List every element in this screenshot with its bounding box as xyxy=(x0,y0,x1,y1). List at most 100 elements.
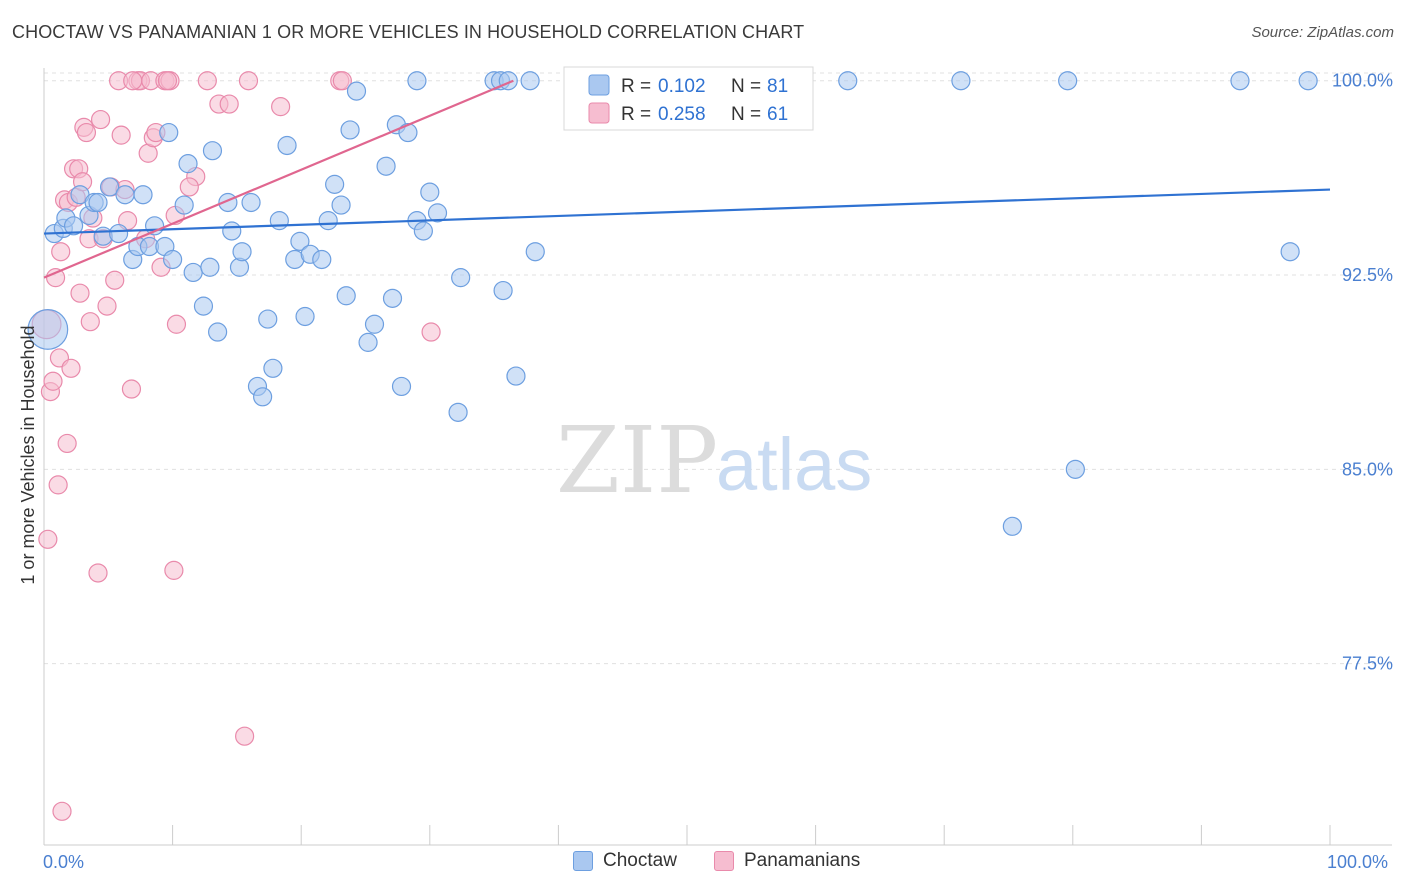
choctaw-point xyxy=(295,306,315,327)
choctaw-point xyxy=(115,185,135,205)
y-tick-labels: 77.5% 85.0% 92.5% 100.0% xyxy=(1332,71,1393,674)
choctaw-point xyxy=(27,309,69,350)
axes xyxy=(43,68,1392,846)
choctaw-point xyxy=(448,402,468,422)
choctaw-point xyxy=(398,122,418,143)
legend-n-label-2: N = xyxy=(731,104,761,125)
trend-lines xyxy=(43,79,1331,279)
panamanians-point xyxy=(61,358,81,378)
y-tick-label: 77.5% xyxy=(1342,654,1393,674)
legend-r-label-1: R = xyxy=(621,76,651,97)
series-legend: Choctaw Panamanians xyxy=(0,850,1406,880)
panamanians-point xyxy=(70,283,90,303)
choctaw-point xyxy=(133,185,153,205)
panamanians-point xyxy=(121,379,142,399)
watermark: ZIP atlas xyxy=(556,407,872,514)
legend-r-label-2: R = xyxy=(621,104,651,125)
choctaw-point xyxy=(427,203,448,223)
legend-n-value-1: 81 xyxy=(767,76,788,97)
choctaw-point xyxy=(420,182,440,202)
choctaw-point xyxy=(290,231,310,251)
choctaw-point xyxy=(269,211,289,231)
choctaw-point xyxy=(520,71,540,91)
choctaw-point xyxy=(174,195,194,215)
legend-n-label-1: N = xyxy=(731,76,761,97)
source-credit: Source: ZipAtlas.com xyxy=(1251,24,1394,41)
choctaw-point xyxy=(178,154,198,174)
choctaw-point xyxy=(1058,71,1078,91)
choctaw-point xyxy=(951,71,971,91)
choctaw-point xyxy=(413,221,433,241)
choctaw-trend-line xyxy=(43,188,1331,235)
panamanians-point xyxy=(157,71,178,91)
choctaw-point xyxy=(241,192,261,213)
panamanians-point xyxy=(43,371,63,391)
choctaw-point xyxy=(1065,459,1085,479)
y-tick-label: 92.5% xyxy=(1342,265,1393,285)
panamanians-point xyxy=(164,560,184,580)
panamanians-point xyxy=(52,801,72,821)
choctaw-point xyxy=(1230,71,1250,91)
panamanians-point xyxy=(76,122,97,143)
choctaw-point xyxy=(358,332,378,352)
choctaw-point xyxy=(183,262,203,283)
y-tick-label: 85.0% xyxy=(1342,459,1393,479)
panamanians-point xyxy=(179,177,199,197)
choctaw-point xyxy=(1002,516,1022,536)
panamanians-point xyxy=(271,97,291,117)
correlation-legend: R = 0.102 N = 81 R = 0.258 N = 61 xyxy=(563,66,814,131)
panamanians-point xyxy=(197,71,217,91)
y-tick-label: 100.0% xyxy=(1332,71,1393,91)
legend-item-choctaw[interactable]: Choctaw xyxy=(573,850,677,872)
panamanians-point xyxy=(421,322,441,342)
panamanians-point xyxy=(88,563,108,583)
choctaw-points xyxy=(27,71,1318,536)
x-tick-label-min: 0.0% xyxy=(43,852,85,872)
panamanians-point xyxy=(111,125,131,145)
choctaw-point xyxy=(391,376,412,397)
choctaw-point xyxy=(325,174,345,194)
legend-label-choctaw: Choctaw xyxy=(603,850,677,871)
choctaw-point xyxy=(159,122,179,143)
watermark-zip: ZIP xyxy=(556,407,718,514)
choctaw-point xyxy=(451,268,471,288)
choctaw-point xyxy=(1298,71,1318,91)
choctaw-point xyxy=(163,249,183,270)
legend-item-panamanians[interactable]: Panamanians xyxy=(714,850,860,872)
choctaw-point xyxy=(88,192,108,213)
choctaw-point xyxy=(838,71,858,91)
choctaw-point xyxy=(318,211,338,231)
panamanians-point xyxy=(332,71,352,91)
choctaw-point xyxy=(506,366,526,386)
choctaw-point xyxy=(202,141,223,161)
choctaw-point xyxy=(364,314,385,334)
choctaw-point xyxy=(253,387,273,407)
watermark-atlas: atlas xyxy=(716,423,872,506)
panamanians-point xyxy=(235,726,255,746)
panamanians-point xyxy=(45,268,66,288)
legend-r-value-2: 0.258 xyxy=(658,104,706,125)
choctaw-point xyxy=(498,71,518,91)
choctaw-point xyxy=(222,221,242,241)
choctaw-point xyxy=(63,216,84,236)
choctaw-point xyxy=(258,309,278,329)
panamanians-point xyxy=(219,94,239,114)
panamanians-point xyxy=(48,475,68,495)
panamanians-point xyxy=(38,529,58,549)
chart-title: CHOCTAW VS PANAMANIAN 1 OR MORE VEHICLES… xyxy=(12,22,805,42)
panamanians-point xyxy=(57,433,77,454)
choctaw-point xyxy=(263,358,283,378)
legend-r-value-1: 0.102 xyxy=(658,76,706,97)
choctaw-point xyxy=(312,249,332,270)
y-axis-label: 1 or more Vehicles in Household xyxy=(18,325,38,584)
panamanians-point xyxy=(123,71,143,91)
choctaw-point xyxy=(200,257,220,277)
panamanians-trend-line xyxy=(43,79,514,279)
panamanians-point xyxy=(90,109,111,130)
choctaw-point xyxy=(1280,242,1300,262)
choctaw-point xyxy=(340,120,360,140)
panamanians-point xyxy=(238,71,259,91)
choctaw-point xyxy=(376,156,396,176)
choctaw-point xyxy=(193,296,214,316)
